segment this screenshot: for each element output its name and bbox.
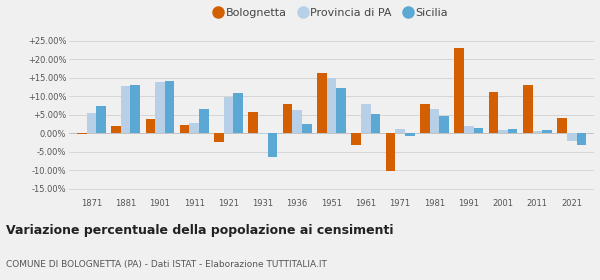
Bar [464, 126, 473, 133]
Bar [405, 133, 415, 136]
Bar [224, 97, 233, 133]
Bar [283, 104, 292, 133]
Bar [577, 133, 586, 145]
Bar [420, 104, 430, 133]
Bar [326, 78, 337, 133]
Bar [317, 73, 326, 133]
Bar [292, 110, 302, 133]
Bar [361, 104, 371, 133]
Bar [395, 129, 405, 133]
Bar [248, 112, 258, 133]
Bar [386, 133, 395, 171]
Legend: Bolognetta, Provincia di PA, Sicilia: Bolognetta, Provincia di PA, Sicilia [211, 3, 452, 22]
Bar [190, 123, 199, 133]
Bar [258, 133, 268, 134]
Text: COMUNE DI BOLOGNETTA (PA) - Dati ISTAT - Elaborazione TUTTITALIA.IT: COMUNE DI BOLOGNETTA (PA) - Dati ISTAT -… [6, 260, 327, 269]
Bar [430, 109, 439, 133]
Bar [146, 119, 155, 133]
Bar [508, 129, 517, 133]
Bar [488, 92, 498, 133]
Bar [523, 85, 533, 133]
Bar [337, 88, 346, 133]
Bar [86, 113, 96, 133]
Bar [557, 118, 567, 133]
Bar [180, 125, 190, 133]
Bar [371, 114, 380, 133]
Bar [165, 81, 175, 133]
Bar [111, 126, 121, 133]
Bar [352, 133, 361, 145]
Bar [268, 133, 277, 157]
Bar [454, 48, 464, 133]
Bar [96, 106, 106, 133]
Bar [533, 131, 542, 133]
Bar [130, 85, 140, 133]
Bar [498, 130, 508, 133]
Bar [542, 130, 552, 133]
Bar [199, 109, 209, 133]
Bar [302, 124, 311, 133]
Bar [439, 116, 449, 133]
Bar [77, 133, 86, 134]
Bar [214, 133, 224, 142]
Bar [567, 133, 577, 141]
Bar [473, 128, 483, 133]
Text: Variazione percentuale della popolazione ai censimenti: Variazione percentuale della popolazione… [6, 224, 394, 237]
Bar [233, 94, 243, 133]
Bar [121, 86, 130, 133]
Bar [155, 82, 165, 133]
